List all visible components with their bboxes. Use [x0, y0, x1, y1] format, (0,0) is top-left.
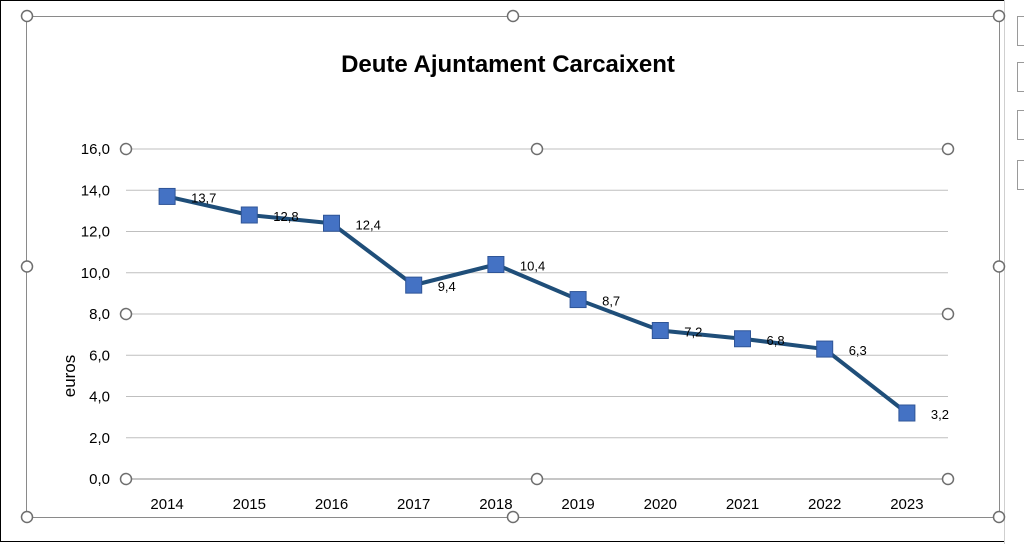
- resize-handle: [530, 472, 544, 486]
- x-tick-label: 2018: [479, 496, 512, 513]
- data-point: [569, 291, 587, 309]
- chart-styles-button[interactable]: [1017, 62, 1024, 92]
- data-label: 8,7: [602, 294, 620, 309]
- data-point: [487, 256, 505, 273]
- x-tick-label: 2021: [726, 496, 759, 513]
- y-tick-label: 2,0: [89, 430, 110, 447]
- data-label: 13,7: [191, 190, 216, 205]
- data-point: [323, 214, 340, 232]
- series-line: [166, 194, 909, 415]
- resize-handle: [119, 142, 133, 156]
- resize-handle: [119, 307, 133, 321]
- resize-handle: [20, 260, 34, 273]
- data-point: [405, 276, 423, 294]
- y-tick-label: 16,0: [81, 141, 110, 158]
- chart-elements-button[interactable]: [1017, 16, 1024, 46]
- x-tick-label: 2014: [150, 496, 183, 513]
- selection-handles: [20, 9, 1006, 524]
- resize-handle: [992, 510, 1006, 524]
- chart-layout-button[interactable]: [1017, 160, 1024, 190]
- resize-handle: [530, 142, 544, 156]
- resize-handle: [992, 260, 1006, 273]
- data-point: [651, 322, 669, 339]
- data-point: [158, 187, 176, 205]
- data-label: 6,8: [767, 333, 785, 348]
- resize-handle: [20, 510, 34, 524]
- resize-handle: [20, 9, 34, 23]
- data-point: [240, 206, 258, 224]
- chart-title: Deute Ajuntament Carcaixent: [341, 51, 675, 78]
- data-labels: 13,7 12,8 12,4 9,4 10,4 8,7 7,2 6,8 6,3 3,2: [191, 190, 949, 422]
- x-tick-label: 2017: [397, 496, 430, 513]
- x-tick-label: 2020: [644, 496, 677, 513]
- x-axis-ticks: 2014 2015 2016 2017 2018 2019 2020 2021 2022 2023: [150, 496, 923, 513]
- data-label: 6,3: [849, 343, 867, 358]
- data-point: [816, 340, 834, 358]
- resize-handle: [992, 9, 1006, 23]
- resize-handle: [941, 472, 955, 486]
- y-axis-label: euros: [60, 355, 79, 398]
- y-tick-label: 12,0: [81, 224, 110, 241]
- y-tick-label: 10,0: [81, 265, 110, 282]
- y-tick-label: 6,0: [89, 347, 110, 364]
- resize-handle: [941, 307, 955, 321]
- x-tick-label: 2016: [315, 496, 348, 513]
- chart-filters-button[interactable]: [1017, 110, 1024, 140]
- data-label: 9,4: [438, 279, 456, 294]
- side-toolbar: [1004, 0, 1024, 544]
- resize-handle: [941, 142, 955, 156]
- y-axis-ticks: 0,0 2,0 4,0 6,0 8,0 10,0 12,0 14,0 16,0: [81, 141, 110, 488]
- x-tick-label: 2022: [808, 496, 841, 513]
- y-tick-label: 4,0: [89, 389, 110, 406]
- y-tick-label: 8,0: [89, 306, 110, 323]
- series-markers: [158, 187, 916, 422]
- data-point: [734, 330, 751, 348]
- y-tick-label: 14,0: [81, 182, 110, 199]
- gridlines: [126, 148, 948, 480]
- data-label: 12,4: [356, 217, 381, 232]
- x-tick-label: 2015: [233, 496, 266, 513]
- resize-handle: [506, 9, 520, 23]
- data-label: 7,2: [684, 325, 702, 340]
- resize-handle: [506, 510, 520, 524]
- resize-handle: [119, 472, 133, 486]
- data-label: 10,4: [520, 259, 545, 274]
- x-tick-label: 2019: [561, 496, 594, 513]
- y-tick-label: 0,0: [89, 471, 110, 488]
- data-label: 12,8: [273, 209, 298, 224]
- x-tick-label: 2023: [890, 496, 923, 513]
- series-line-path: [166, 194, 909, 415]
- data-label: 3,2: [931, 407, 949, 422]
- data-point: [898, 404, 916, 422]
